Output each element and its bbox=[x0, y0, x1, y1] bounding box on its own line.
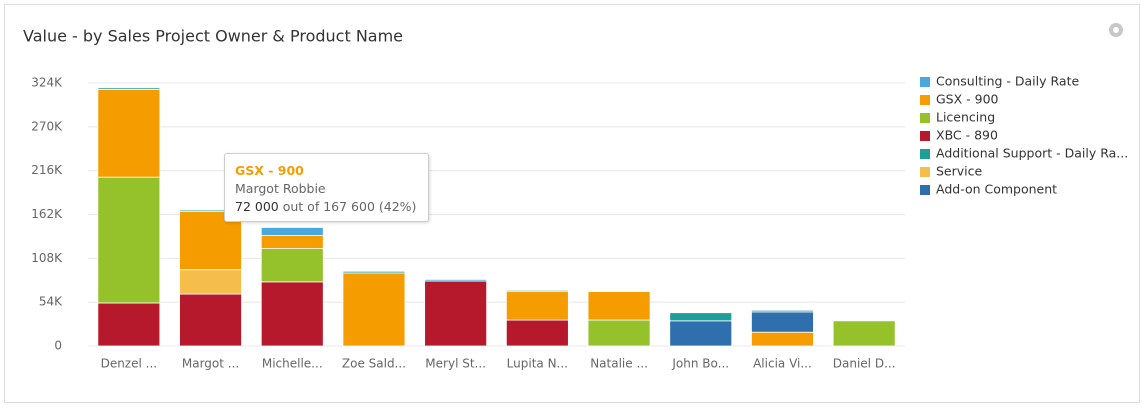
bar-segment bbox=[751, 309, 814, 313]
bar-segment bbox=[751, 331, 814, 347]
x-tick-label: Daniel D... bbox=[833, 357, 896, 371]
x-tick-label: Zoe Sald... bbox=[342, 357, 406, 371]
y-tick-label: 324K bbox=[31, 75, 63, 89]
settings-icon[interactable] bbox=[1109, 23, 1123, 37]
tooltip-line: 72 000 out of 167 600 (42%) bbox=[235, 198, 418, 216]
bar-segment bbox=[587, 319, 651, 347]
legend-swatch bbox=[920, 95, 930, 105]
legend-swatch bbox=[920, 167, 930, 177]
legend-swatch bbox=[920, 149, 930, 159]
y-tick-label: 108K bbox=[31, 251, 63, 265]
bar-segment bbox=[97, 176, 161, 304]
bar-segment bbox=[260, 281, 324, 347]
y-tick-label: 0 bbox=[54, 339, 62, 353]
gear-hole[interactable] bbox=[1113, 27, 1119, 33]
bar-segment bbox=[669, 320, 733, 347]
tooltip: GSX - 900 Margot Robbie 72 000 out of 16… bbox=[224, 153, 429, 222]
y-tick-label: 216K bbox=[31, 163, 63, 177]
bar-segment bbox=[587, 291, 651, 321]
legend-label: XBC - 890 bbox=[936, 128, 998, 143]
x-tick-label: Lupita N... bbox=[507, 357, 568, 371]
tooltip-series: GSX - 900 bbox=[235, 163, 304, 178]
bar-segment bbox=[260, 248, 324, 283]
bar-segment bbox=[260, 227, 324, 236]
tooltip-category: Margot Robbie bbox=[235, 181, 326, 196]
bar-segment bbox=[342, 270, 406, 274]
tooltip-detail: out of 167 600 (42%) bbox=[282, 199, 417, 214]
legend-label: GSX - 900 bbox=[936, 92, 999, 107]
x-tick-label: Denzel ... bbox=[101, 357, 158, 371]
legend-swatch bbox=[920, 131, 930, 141]
bar-segment bbox=[97, 302, 161, 347]
bar-segment bbox=[97, 87, 161, 90]
legend-label: Licencing bbox=[936, 110, 995, 125]
legend-swatch bbox=[920, 185, 930, 195]
legend-swatch bbox=[920, 77, 930, 87]
bar-segment bbox=[424, 280, 488, 347]
legend-swatch bbox=[920, 113, 930, 123]
x-tick-label: Natalie ... bbox=[590, 357, 648, 371]
bar-segment bbox=[260, 235, 324, 249]
bar-segment bbox=[832, 320, 896, 347]
chart-title: Value - by Sales Project Owner & Product… bbox=[23, 27, 403, 46]
bar-segment bbox=[179, 293, 242, 347]
bar-segment bbox=[179, 269, 242, 295]
legend-label: Additional Support - Daily Ra... bbox=[936, 146, 1128, 161]
tooltip-value: 72 000 bbox=[235, 199, 279, 214]
y-tick-label: 54K bbox=[39, 295, 63, 309]
bar-segment bbox=[669, 312, 733, 322]
bar-segment bbox=[424, 279, 488, 282]
bar-segment bbox=[505, 291, 569, 321]
y-tick-label: 162K bbox=[31, 207, 63, 221]
bar-segment bbox=[505, 319, 569, 347]
x-tick-label: John Bo... bbox=[671, 357, 729, 371]
bar-segment bbox=[97, 89, 161, 178]
x-tick-label: Meryl St... bbox=[425, 357, 486, 371]
legend-label: Consulting - Daily Rate bbox=[936, 74, 1079, 89]
y-tick-label: 270K bbox=[31, 119, 63, 133]
x-tick-label: Alicia Vi... bbox=[753, 357, 812, 371]
legend-label: Service bbox=[936, 164, 983, 179]
x-tick-label: Margot ... bbox=[182, 357, 239, 371]
bar-segment bbox=[751, 311, 814, 333]
widget-card bbox=[4, 4, 1140, 403]
legend-label: Add-on Component bbox=[936, 182, 1057, 197]
bar-segment bbox=[505, 289, 569, 293]
x-tick-label: Michelle... bbox=[262, 357, 323, 371]
bar-segment bbox=[342, 272, 406, 347]
